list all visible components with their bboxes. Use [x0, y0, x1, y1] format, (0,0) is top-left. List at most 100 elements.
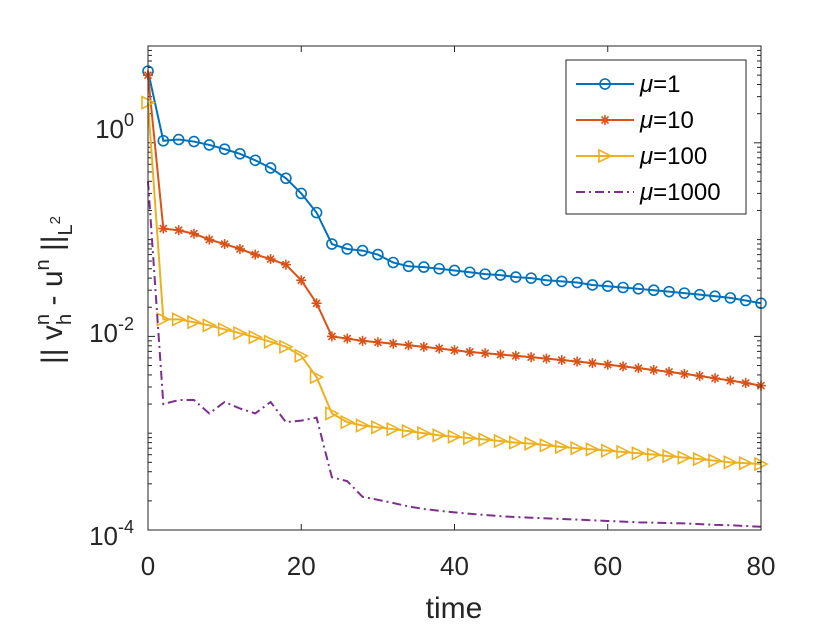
data-point-1-29 [587, 358, 598, 369]
data-point-0-39 [739, 294, 752, 307]
data-point-0-15 [372, 248, 384, 261]
x-tick-label-60: 60 [593, 551, 622, 581]
data-point-0-33 [647, 284, 660, 297]
data-point-2-7 [248, 329, 264, 345]
data-point-0-26 [540, 274, 553, 287]
data-point-1-26 [541, 353, 552, 364]
data-point-2-24 [508, 435, 524, 450]
data-point-2-2 [171, 312, 187, 327]
data-point-1-30 [602, 359, 613, 370]
data-point-2-34 [662, 448, 677, 464]
data-point-0-1 [157, 134, 170, 147]
data-point-0-3 [188, 135, 200, 148]
x-tick-label-40: 40 [440, 551, 469, 581]
legend-box [565, 59, 747, 215]
data-point-0-25 [525, 272, 537, 284]
data-point-0-12 [326, 238, 338, 250]
data-point-1-9 [280, 259, 291, 270]
data-point-2-25 [524, 436, 539, 451]
data-point-0-19 [433, 262, 445, 275]
data-point-1-5 [219, 239, 230, 250]
data-point-0-14 [356, 244, 369, 257]
data-point-1-22 [480, 348, 491, 359]
data-point-1-24 [510, 350, 521, 361]
data-point-1-31 [618, 361, 629, 372]
data-point-1-16 [388, 338, 399, 349]
data-point-2-32 [631, 446, 647, 461]
data-point-2-19 [432, 428, 447, 443]
data-point-1-14 [357, 335, 368, 346]
data-point-2-36 [692, 451, 708, 467]
data-point-0-17 [402, 260, 415, 273]
data-point-0-22 [479, 268, 491, 280]
data-point-1-34 [664, 366, 675, 377]
data-point-2-37 [708, 453, 723, 468]
data-point-0-35 [678, 287, 691, 299]
data-point-2-39 [738, 455, 754, 471]
data-point-1-27 [556, 355, 567, 366]
data-point-1-6 [234, 243, 245, 254]
data-point-0-29 [586, 279, 599, 291]
x-tick-label-20: 20 [287, 551, 316, 581]
data-point-1-2 [173, 225, 184, 236]
legend-marker-2 [598, 148, 613, 164]
x-axis-label: time [426, 592, 483, 625]
legend-label-mu100: μ=100 [639, 143, 707, 170]
data-point-1-10 [296, 275, 307, 286]
data-point-0-16 [387, 256, 400, 269]
legend-label-mu1: μ=1 [639, 71, 681, 98]
data-point-1-39 [740, 378, 751, 389]
data-point-0-10 [295, 187, 308, 200]
data-point-1-36 [694, 370, 705, 381]
series-1 [143, 70, 766, 391]
data-point-0-20 [448, 264, 461, 277]
data-point-2-16 [386, 421, 401, 437]
data-point-0-21 [464, 266, 476, 279]
data-point-2-4 [202, 318, 218, 333]
data-point-1-4 [204, 234, 215, 245]
data-point-1-15 [372, 337, 383, 348]
data-point-1-37 [710, 373, 721, 384]
legend-samples [576, 78, 634, 193]
major-ticks [147, 46, 762, 530]
data-point-0-27 [555, 275, 568, 288]
data-point-0-36 [693, 288, 706, 301]
data-point-0-24 [509, 271, 522, 283]
data-point-0-5 [218, 143, 231, 155]
data-point-0-23 [494, 269, 507, 281]
data-point-1-11 [311, 298, 322, 309]
data-point-1-18 [418, 341, 429, 352]
data-point-2-20 [447, 429, 463, 444]
y-tick-label-1e0: 100 [95, 110, 134, 144]
x-tick-label-80: 80 [747, 551, 776, 581]
x-tick-label-0: 0 [141, 551, 155, 581]
data-point-1-13 [342, 333, 353, 344]
data-point-2-15 [371, 420, 386, 435]
data-point-2-3 [187, 314, 202, 330]
data-point-1-8 [265, 254, 276, 265]
legend-marker-1 [600, 115, 610, 125]
legend-label-mu1000: μ=1000 [639, 179, 721, 206]
data-point-0-30 [601, 280, 614, 293]
data-point-2-31 [616, 444, 631, 460]
data-point-2-9 [279, 339, 294, 355]
data-point-0-38 [724, 292, 737, 304]
data-point-2-6 [233, 325, 248, 341]
data-point-2-21 [463, 430, 478, 446]
data-point-1-19 [434, 343, 445, 354]
data-point-2-13 [340, 414, 356, 430]
data-point-1-25 [526, 352, 537, 363]
data-point-1-35 [679, 368, 690, 379]
data-point-2-27 [554, 439, 570, 455]
data-point-2-12 [325, 406, 340, 421]
data-point-0-7 [249, 154, 262, 167]
data-point-1-12 [326, 331, 337, 342]
data-point-2-35 [677, 450, 693, 465]
legend-marker-0 [599, 78, 611, 90]
data-point-0-9 [280, 172, 292, 185]
data-point-2-5 [217, 322, 233, 337]
data-point-1-32 [633, 363, 644, 374]
data-point-2-18 [417, 425, 432, 441]
data-point-0-13 [341, 243, 354, 255]
data-point-2-29 [585, 442, 601, 457]
